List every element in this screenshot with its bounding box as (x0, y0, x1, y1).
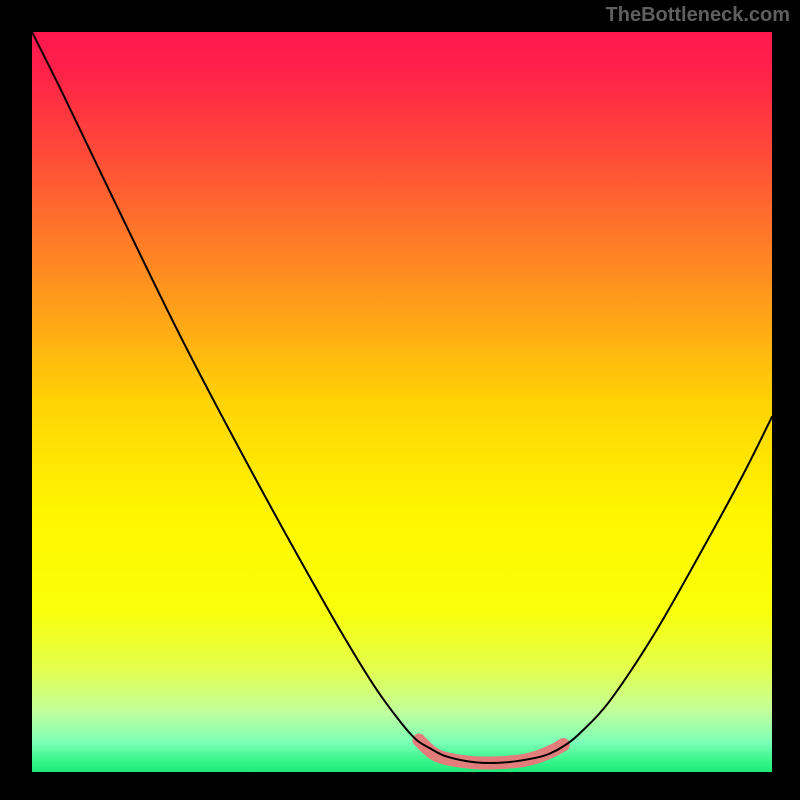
watermark-text: TheBottleneck.com (606, 4, 790, 27)
chart-frame: TheBottleneck.com (0, 0, 800, 800)
gradient-background (32, 32, 772, 772)
bottleneck-curve-chart (0, 0, 800, 800)
